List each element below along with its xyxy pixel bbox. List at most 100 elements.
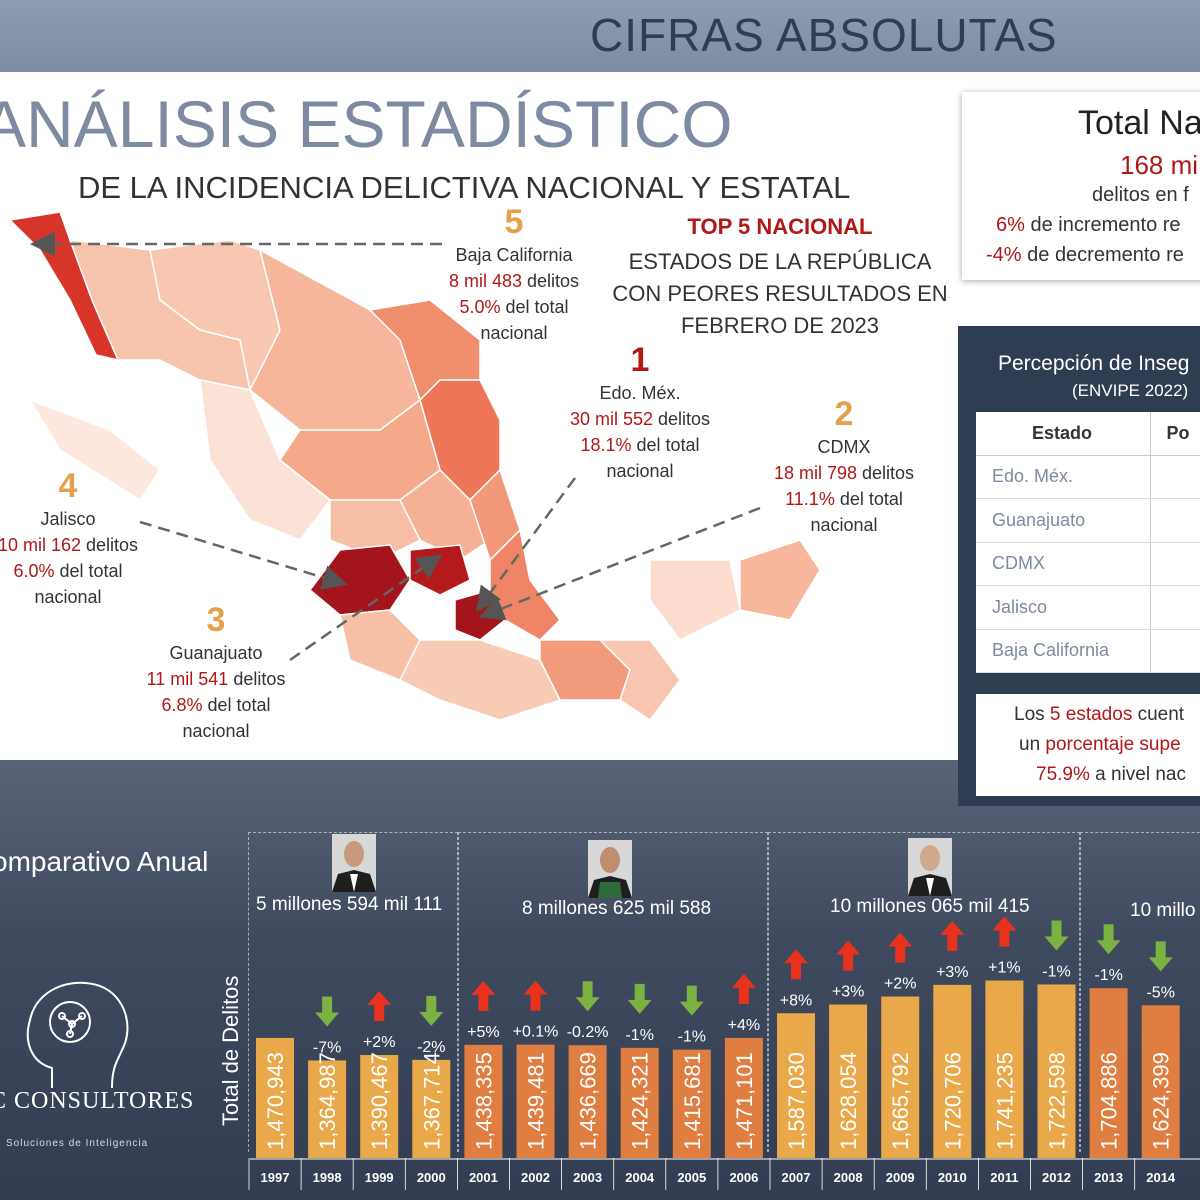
bar-2005: [672, 1049, 711, 1158]
x-tick-2001: 2001: [469, 1170, 498, 1185]
header-title: CIFRAS ABSOLUTAS: [590, 9, 1058, 61]
bar-value-label-2008: 1,628,054: [836, 1052, 861, 1150]
arrow-down-icon: [627, 983, 652, 1014]
top5-title: TOP 5 NACIONAL: [687, 214, 873, 239]
col-header-pct: Po: [1150, 412, 1200, 456]
callout-rank-2: 2 CDMX 18 mil 798 delitos 11.1% del tota…: [764, 394, 924, 538]
arrow-down-icon: [1096, 924, 1121, 955]
arrow-down-icon: [315, 996, 340, 1027]
callout-rank-3: 3 Guanajuato 11 mil 541 delitos 6.8% del…: [136, 600, 296, 744]
rank-number: 1: [630, 341, 650, 379]
portrait-fox: [588, 840, 632, 898]
arrow-up-icon: [731, 973, 756, 1004]
bar-2008: [829, 1004, 868, 1158]
arrow-down-icon: [419, 995, 444, 1026]
state-name: Guanajuato: [169, 643, 263, 663]
change-label-2001: +5%: [467, 1024, 499, 1041]
bar-2011: [985, 980, 1024, 1158]
logo-text: C CONSULTORES: [0, 1088, 195, 1114]
bar-value-label-2009: 1,665,792: [888, 1052, 913, 1150]
bar-2007: [777, 1013, 815, 1158]
x-tick-2010: 2010: [938, 1170, 967, 1185]
bar-2004: [620, 1047, 659, 1158]
perception-panel: Percepción de Inseg (ENVIPE 2022) Estado…: [958, 326, 1200, 806]
comparison-title: omparativo Anual: [0, 846, 209, 877]
bar-value-label-1997: 1,470,943: [263, 1052, 288, 1150]
change-label-2000: -2%: [417, 1039, 445, 1056]
x-tick-2004: 2004: [625, 1170, 655, 1185]
perception-title: Percepción de Inseg: [998, 352, 1190, 375]
callout-arrows: [30, 231, 761, 662]
x-tick-2000: 2000: [417, 1170, 446, 1185]
bar-1998: [308, 1060, 347, 1158]
rank-number: 2: [834, 395, 854, 433]
bar-value-label-2013: 1,704,886: [1097, 1052, 1122, 1150]
admin-period-fox: [458, 832, 768, 1152]
change-label-2011: +1%: [988, 959, 1020, 976]
change-label-2003: -0.2%: [567, 1024, 609, 1041]
change-label-2005: -1%: [678, 1029, 706, 1046]
bar-value-label-2012: 1,722,598: [1045, 1052, 1070, 1150]
bar-value-label-1999: 1,390,467: [367, 1052, 392, 1150]
bar-2010: [933, 984, 972, 1158]
state-name: Jalisco: [40, 509, 96, 529]
x-tick-2014: 2014: [1146, 1170, 1176, 1185]
bar-value-label-2000: 1,367,714: [419, 1052, 444, 1150]
table-row: Jalisco: [976, 585, 1200, 630]
crime-count: 30 mil 552: [569, 409, 653, 429]
mexico-map: [8, 211, 821, 722]
logo-tagline: Soluciones de Inteligencia: [6, 1138, 149, 1149]
bar-value-label-2004: 1,424,321: [628, 1052, 653, 1150]
arrow-up-icon: [940, 920, 965, 951]
crime-share: 18.1%: [580, 435, 632, 455]
bar-value-label-2011: 1,741,235: [992, 1052, 1017, 1150]
bar-2012: [1037, 984, 1076, 1158]
arrow-up-icon: [992, 916, 1017, 947]
arrow-up-icon: [784, 949, 808, 980]
national-total-desc: delitos en f: [1092, 184, 1189, 206]
arrow-up-icon: [888, 932, 913, 963]
bar-1997: [256, 1037, 294, 1158]
arrow-down-icon: [1044, 920, 1069, 951]
admin-period-calderon: [768, 832, 1080, 1152]
crime-share: 6.8%: [161, 695, 203, 715]
perception-note: Los 5 estados cuent un porcentaje supe 7…: [976, 694, 1200, 796]
x-tick-2007: 2007: [782, 1170, 811, 1185]
bar-2000: [412, 1059, 451, 1158]
arrow-up-icon: [471, 980, 496, 1011]
logo-icon: [26, 981, 129, 1089]
bar-value-label-2006: 1,471,101: [732, 1052, 757, 1150]
table-header-row: Estado Po: [976, 412, 1200, 456]
x-tick-1999: 1999: [365, 1170, 394, 1185]
bar-value-label-1998: 1,364,987: [315, 1052, 340, 1150]
table-row: Edo. Méx.: [976, 455, 1200, 499]
x-tick-2006: 2006: [729, 1170, 758, 1185]
x-tick-2013: 2013: [1094, 1170, 1123, 1185]
crime-count: 8 mil 483: [448, 271, 522, 291]
x-tick-2009: 2009: [886, 1170, 915, 1185]
crime-share: 6.0%: [13, 561, 55, 581]
admin-total-fox: 8 millones 625 mil 588: [522, 898, 712, 919]
national-total-value: 168 mi: [1120, 150, 1199, 180]
arrow-up-icon: [367, 991, 392, 1022]
change-label-1999: +2%: [363, 1034, 395, 1051]
admin-total-zedillo: 5 millones 594 mil 111: [256, 894, 443, 915]
table-row: CDMX: [976, 542, 1200, 586]
col-header-state: Estado: [976, 412, 1151, 456]
bar-2009: [881, 996, 920, 1158]
change-label-2007: +8%: [780, 992, 812, 1009]
callout-rank-5: 5 Baja California 8 mil 483 delitos 5.0%…: [434, 202, 594, 346]
admin-total-calderon: 10 millones 065 mil 415: [830, 896, 1030, 917]
x-tick-1998: 1998: [313, 1170, 342, 1185]
top5-line-3: FEBRERO DE 2023: [680, 313, 880, 338]
rank-number: 5: [504, 203, 524, 241]
arrow-up-icon: [523, 980, 548, 1011]
bar-value-label-2014: 1,624,399: [1149, 1052, 1174, 1150]
change-label-2010: +3%: [936, 964, 968, 981]
crime-share: 11.1%: [785, 489, 835, 509]
portrait-calderon: [908, 838, 952, 896]
x-tick-2003: 2003: [573, 1170, 602, 1185]
x-tick-2005: 2005: [677, 1170, 706, 1185]
bar-value-label-2007: 1,587,030: [784, 1052, 809, 1150]
